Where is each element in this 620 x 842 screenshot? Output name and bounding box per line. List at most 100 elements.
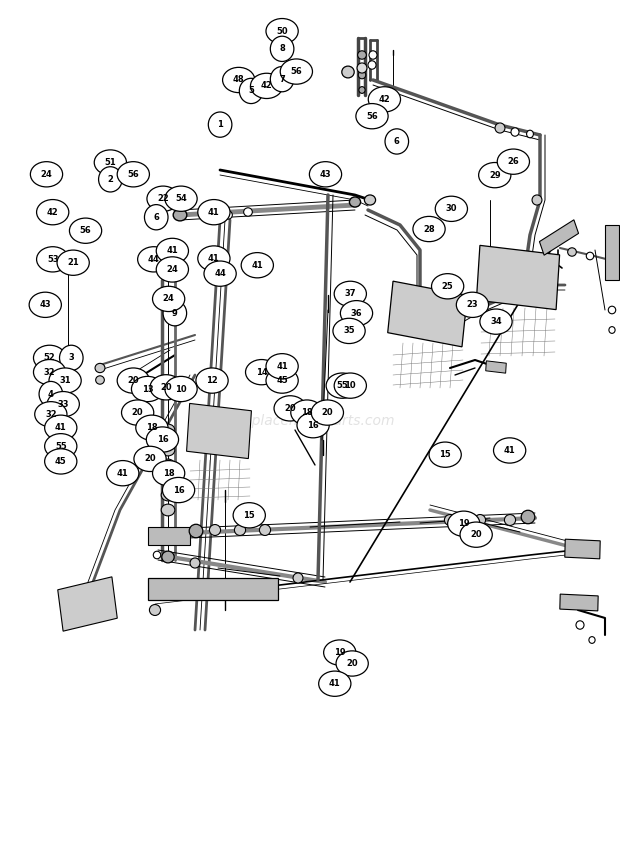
Text: 28: 28 [423, 225, 435, 233]
Text: 16: 16 [157, 435, 168, 444]
Ellipse shape [241, 253, 273, 278]
Ellipse shape [57, 250, 89, 275]
Polygon shape [148, 578, 278, 600]
Ellipse shape [368, 87, 401, 112]
Text: 41: 41 [277, 362, 288, 370]
Ellipse shape [532, 195, 542, 205]
Text: 56: 56 [80, 226, 91, 235]
Text: 16: 16 [173, 486, 184, 494]
Text: 10: 10 [175, 385, 187, 393]
Text: 20: 20 [285, 404, 296, 413]
Text: 34: 34 [490, 317, 502, 326]
Ellipse shape [165, 186, 197, 211]
Ellipse shape [340, 301, 373, 326]
Ellipse shape [270, 67, 294, 92]
Polygon shape [148, 527, 190, 545]
Ellipse shape [432, 274, 464, 299]
Ellipse shape [234, 525, 246, 536]
Ellipse shape [107, 461, 139, 486]
Text: 3: 3 [68, 354, 74, 362]
Ellipse shape [479, 163, 511, 188]
Ellipse shape [270, 36, 294, 61]
Text: 16: 16 [308, 421, 319, 429]
Ellipse shape [35, 402, 67, 427]
Ellipse shape [208, 112, 232, 137]
Ellipse shape [33, 345, 66, 370]
Ellipse shape [33, 360, 66, 385]
Text: 2: 2 [107, 175, 113, 184]
Text: 29: 29 [489, 171, 500, 179]
Text: 45: 45 [277, 376, 288, 385]
Ellipse shape [147, 186, 179, 211]
Text: 42: 42 [261, 82, 272, 90]
Ellipse shape [204, 261, 236, 286]
Text: 37: 37 [345, 290, 356, 298]
Ellipse shape [445, 514, 456, 525]
Ellipse shape [291, 400, 323, 425]
Ellipse shape [49, 368, 81, 393]
Ellipse shape [47, 392, 79, 417]
Ellipse shape [37, 200, 69, 225]
Ellipse shape [39, 381, 63, 407]
Ellipse shape [198, 246, 230, 271]
Text: 44: 44 [148, 255, 159, 264]
Ellipse shape [365, 195, 376, 205]
Ellipse shape [163, 301, 187, 326]
Text: 50: 50 [277, 27, 288, 35]
Polygon shape [476, 245, 560, 310]
Ellipse shape [190, 558, 200, 568]
Ellipse shape [69, 218, 102, 243]
Ellipse shape [505, 514, 516, 525]
Ellipse shape [297, 413, 329, 438]
Ellipse shape [117, 162, 149, 187]
Ellipse shape [368, 61, 376, 69]
Ellipse shape [37, 247, 69, 272]
Ellipse shape [259, 525, 270, 536]
Text: 31: 31 [60, 376, 71, 385]
Ellipse shape [161, 424, 175, 436]
Ellipse shape [149, 605, 161, 616]
Ellipse shape [497, 149, 529, 174]
Ellipse shape [161, 489, 175, 501]
Text: 19: 19 [334, 648, 345, 657]
Ellipse shape [460, 522, 492, 547]
Ellipse shape [156, 257, 188, 282]
Text: 7: 7 [279, 75, 285, 83]
Ellipse shape [342, 67, 354, 78]
Ellipse shape [494, 438, 526, 463]
Ellipse shape [250, 73, 283, 99]
Ellipse shape [385, 129, 409, 154]
Ellipse shape [511, 128, 519, 136]
Text: 6: 6 [394, 137, 400, 146]
Text: 56: 56 [366, 112, 378, 120]
Ellipse shape [587, 253, 594, 260]
Ellipse shape [357, 63, 367, 73]
Text: 35: 35 [343, 327, 355, 335]
Ellipse shape [153, 461, 185, 486]
Ellipse shape [144, 205, 168, 230]
Text: 20: 20 [144, 455, 156, 463]
Ellipse shape [146, 427, 179, 452]
Ellipse shape [122, 400, 154, 425]
Text: 42: 42 [379, 95, 390, 104]
Ellipse shape [274, 396, 306, 421]
Text: 22: 22 [157, 195, 169, 203]
Ellipse shape [266, 368, 298, 393]
Text: 41: 41 [55, 424, 66, 432]
Text: 15: 15 [440, 450, 451, 459]
Ellipse shape [309, 162, 342, 187]
Polygon shape [485, 361, 507, 373]
Ellipse shape [161, 504, 175, 516]
Ellipse shape [156, 238, 188, 264]
Ellipse shape [568, 248, 577, 256]
Text: 21: 21 [68, 258, 79, 267]
Ellipse shape [474, 514, 485, 525]
Ellipse shape [30, 162, 63, 187]
Text: 32: 32 [44, 368, 55, 376]
Text: 41: 41 [208, 208, 219, 216]
Text: 24: 24 [167, 265, 178, 274]
Ellipse shape [435, 196, 467, 221]
Text: 6: 6 [153, 213, 159, 221]
Text: 18: 18 [301, 408, 312, 417]
Polygon shape [605, 225, 619, 280]
